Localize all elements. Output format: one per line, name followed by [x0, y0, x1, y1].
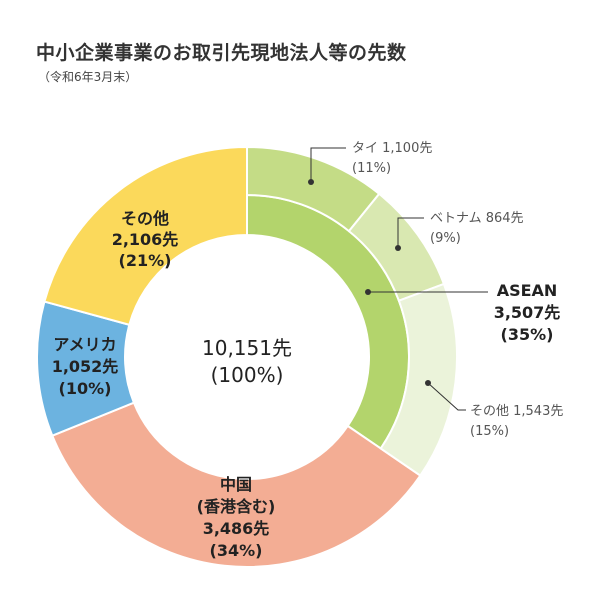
label-other-percent: (21%) — [119, 251, 172, 270]
label-thai-percent: (11%) — [352, 161, 391, 176]
label-asean-other-name: その他 1,543先 — [470, 404, 563, 419]
leader-vietnam — [397, 217, 424, 248]
center-percent: (100%) — [211, 363, 284, 387]
chart-subtitle: （令和6年3月末） — [38, 70, 138, 84]
label-china-percent: (34%) — [210, 541, 263, 560]
label-china-name: 中国 — [220, 475, 252, 494]
leader-asean-other-dot — [425, 380, 431, 386]
label-usa-name: アメリカ — [53, 335, 116, 354]
leader-thai-dot — [308, 179, 314, 185]
leader-vietnam-dot — [395, 245, 401, 251]
leader-asean-other — [427, 382, 466, 411]
label-other-name: その他 — [121, 209, 169, 228]
chart-title: 中小企業事業のお取引先現地法人等の先数 — [36, 42, 407, 64]
label-other-value: 2,106先 — [112, 230, 179, 249]
center-total: 10,151先 — [202, 336, 292, 360]
label-thai-name: タイ 1,100先 — [352, 141, 432, 156]
label-china-value: 3,486先 — [203, 519, 270, 538]
label-asean-other-percent: (15%) — [470, 424, 509, 439]
leader-thai — [310, 147, 346, 182]
label-usa-percent: (10%) — [59, 379, 112, 398]
label-china-sub: (香港含む) — [197, 497, 276, 516]
slice-other — [43, 145, 248, 327]
label-vietnam-percent: (9%) — [430, 231, 461, 246]
slice-china — [50, 401, 422, 568]
label-asean-name: ASEAN — [497, 281, 558, 300]
label-asean-value: 3,507先 — [494, 303, 561, 322]
slice-asean_other — [379, 282, 458, 477]
label-asean-percent: (35%) — [501, 325, 554, 344]
label-usa-value: 1,052先 — [52, 357, 119, 376]
label-vietnam-name: ベトナム 864先 — [430, 211, 524, 226]
leader-asean-dot — [365, 289, 371, 295]
